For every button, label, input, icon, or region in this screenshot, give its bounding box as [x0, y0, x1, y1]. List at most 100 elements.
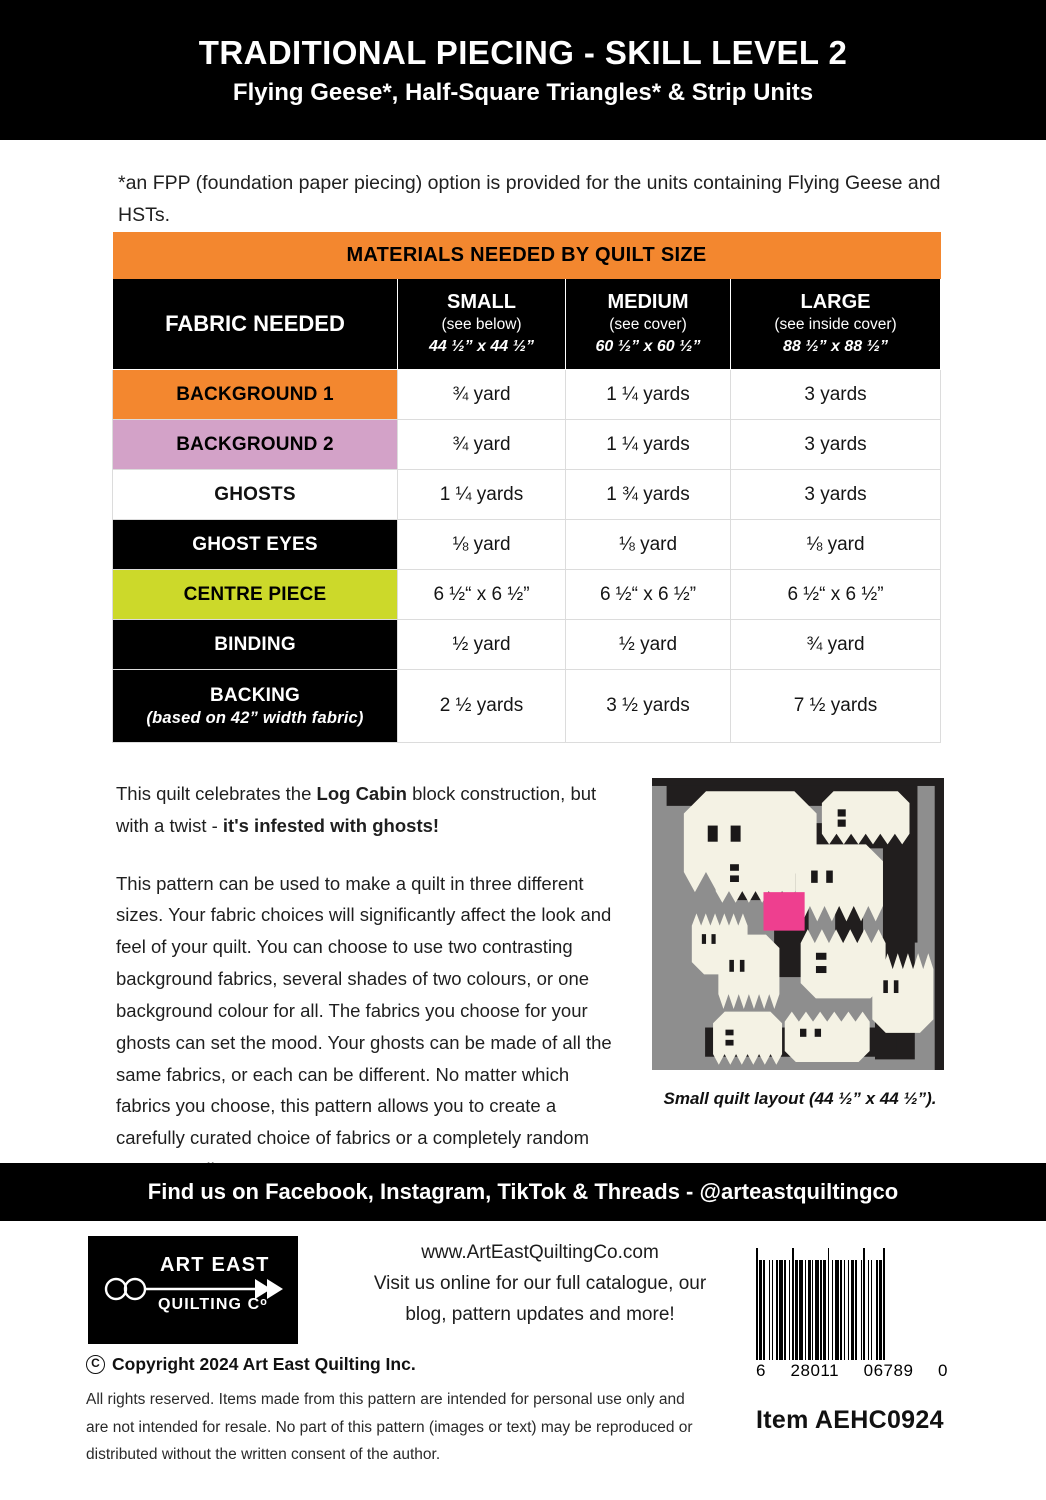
brand-logo: ART EAST QUILTING Cᵒ: [88, 1236, 298, 1344]
logo-top-text: ART EAST: [160, 1254, 270, 1276]
cell-large: 3 yards: [729, 469, 942, 520]
cell-small: 2 ½ yards: [397, 669, 566, 743]
barcode-bar: [783, 1260, 784, 1360]
row-label: BACKGROUND 2: [112, 419, 398, 470]
table-banner: MATERIALS NEEDED BY QUILT SIZE: [112, 232, 941, 279]
barcode-bar: [772, 1260, 773, 1360]
barcode-bar: [844, 1260, 845, 1360]
barcode-bar: [803, 1260, 805, 1360]
barcode-bar: [839, 1260, 840, 1360]
header-size-small: SMALL (see below) 44 ½” x 44 ½”: [397, 279, 566, 370]
ghost-eye: [725, 1039, 734, 1046]
header-size-medium: MEDIUM (see cover) 60 ½” x 60 ½”: [565, 279, 731, 370]
ghost-eye: [815, 966, 827, 974]
ghost-body: [872, 953, 934, 1033]
barcode-bar: [855, 1260, 857, 1360]
barcode-digit-right: 0: [938, 1361, 948, 1380]
size-name: SMALL: [447, 290, 516, 313]
ghost-eye: [729, 959, 734, 972]
barcode-bar: [857, 1260, 861, 1360]
description-paragraph-2: This pattern can be used to make a quilt…: [116, 872, 612, 1180]
cell-large: 3 yards: [729, 369, 942, 420]
cell-large: 7 ½ yards: [729, 669, 942, 743]
barcode-bar: [861, 1260, 862, 1360]
cell-small: ½ yard: [397, 619, 566, 670]
barcode-bar: [792, 1248, 794, 1360]
quilt-caption: Small quilt layout (44 ½” x 44 ½”).: [663, 1089, 937, 1108]
barcode-bar: [758, 1248, 759, 1360]
barcode-bar: [865, 1260, 868, 1360]
ghost-body: [795, 844, 883, 922]
barcode-bar: [848, 1260, 849, 1360]
barcode-digit-mid1: 28011: [790, 1361, 840, 1380]
tagline-line-1: Visit us online for our full catalogue, …: [373, 1272, 707, 1294]
item-code: Item AEHC0924: [756, 1406, 944, 1434]
barcode-bar: [762, 1260, 763, 1360]
cell-medium: 6 ½“ x 6 ½”: [565, 569, 731, 620]
ghost-body: [800, 929, 886, 999]
table-banner-row: MATERIALS NEEDED BY QUILT SIZE: [112, 232, 941, 279]
ghost-block: [795, 844, 883, 922]
barcode-bar: [868, 1260, 869, 1360]
ghost-body: [713, 1011, 783, 1065]
ghost-eye: [800, 1028, 807, 1037]
desc-p1-bold-ghosts: it's infested with ghosts!: [222, 814, 440, 836]
size-dim: 60 ½” x 60 ½”: [595, 337, 701, 355]
barcode-bar: [799, 1260, 803, 1360]
cell-small: ⅛ yard: [397, 519, 566, 570]
ghost-eye: [707, 825, 718, 842]
ghost-block: [715, 844, 796, 903]
materials-table: MATERIALS NEEDED BY QUILT SIZE FABRIC NE…: [112, 232, 942, 743]
header-fabric-needed: FABRIC NEEDED: [112, 279, 398, 370]
barcode-bar: [765, 1260, 769, 1360]
ghost-body: [715, 844, 796, 903]
desc-p1-a: This quilt celebrates the: [116, 783, 317, 804]
barcode-bar: [773, 1248, 776, 1360]
ghost-eye: [725, 1029, 734, 1036]
barcode-bar: [872, 1260, 876, 1360]
ghost-eye: [893, 980, 899, 994]
barcode-bar: [790, 1260, 792, 1360]
social-band: Find us on Facebook, Instagram, TikTok &…: [0, 1163, 1046, 1221]
barcode-bar: [811, 1248, 812, 1360]
row-label: GHOST EYES: [112, 519, 398, 570]
ghost-block: [821, 791, 910, 845]
barcode-bar: [854, 1260, 855, 1360]
barcode-bar: [805, 1260, 806, 1360]
copyright-icon: C: [86, 1355, 105, 1374]
ghost-block: [718, 934, 780, 1009]
ghost-block: [784, 1011, 870, 1063]
row-label: BINDING: [112, 619, 398, 670]
barcode-bar: [863, 1248, 865, 1360]
barcode-bar: [828, 1248, 829, 1360]
size-note: (see cover): [609, 315, 687, 333]
size-note: (see inside cover): [774, 315, 897, 333]
barcode-bar: [849, 1260, 851, 1360]
barcode-bar: [851, 1260, 854, 1360]
barcode-bar: [823, 1260, 826, 1360]
ghost-eye: [730, 875, 739, 883]
cell-large: ¾ yard: [729, 619, 942, 670]
barcode-bar: [871, 1260, 872, 1360]
barcode-bar: [778, 1260, 779, 1360]
copyright-line: C Copyright 2024 Art East Quilting Inc.: [86, 1354, 416, 1375]
size-dim: 88 ½” x 88 ½”: [783, 337, 888, 355]
barcode-bar: [798, 1260, 799, 1360]
barcode-bar: [862, 1260, 863, 1360]
ghost-eye: [815, 952, 827, 960]
fpp-note: *an FPP (foundation paper piecing) optio…: [118, 172, 941, 226]
size-note: (see below): [441, 315, 522, 333]
table-row: BINDING ½ yard ½ yard ¾ yard: [112, 619, 942, 670]
barcode-bar: [869, 1260, 871, 1360]
barcode-bar: [759, 1260, 762, 1360]
barcode-bar: [770, 1260, 772, 1360]
description-paragraph-1: This quilt celebrates the Log Cabin bloc…: [116, 778, 628, 842]
cell-small: 6 ½“ x 6 ½”: [397, 569, 566, 620]
ghost-eye: [730, 864, 739, 871]
copyright-text: Copyright 2024 Art East Quilting Inc.: [112, 1354, 416, 1374]
infinity-arrow-icon: [104, 1277, 283, 1301]
barcode-bar: [883, 1248, 885, 1360]
ghost-eye: [814, 1028, 822, 1037]
website-url[interactable]: www.ArtEastQuiltingCo.com: [421, 1242, 659, 1263]
barcode-bar: [769, 1260, 770, 1360]
